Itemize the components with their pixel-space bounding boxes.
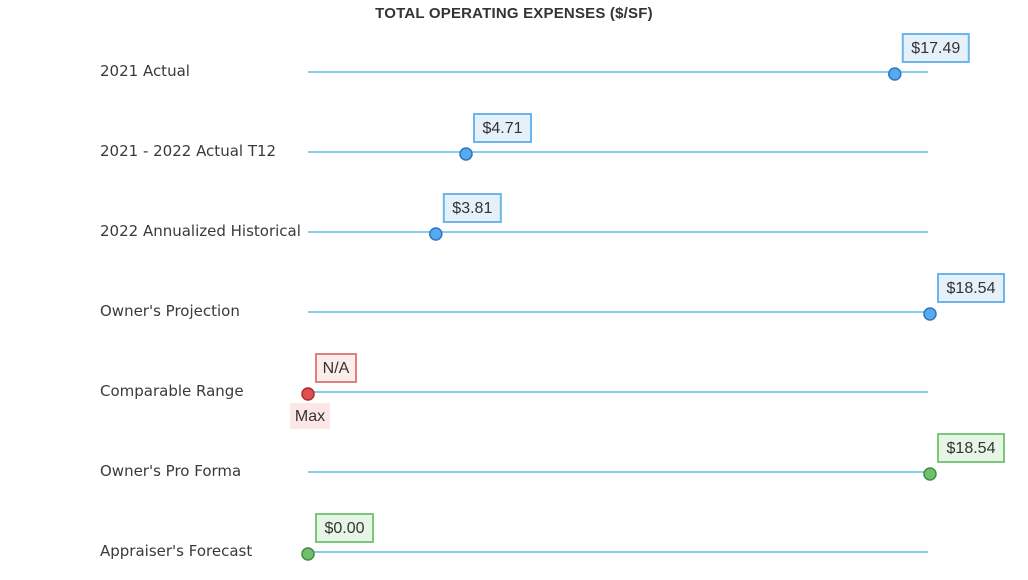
value-dot — [923, 307, 937, 321]
value-label-box — [315, 353, 357, 383]
value-dot — [888, 67, 902, 81]
value-dot — [301, 387, 315, 401]
row-label: Comparable Range — [100, 382, 244, 400]
chart-row: 2022 Annualized Historical $3.81 — [100, 193, 928, 241]
sublabel: Max — [295, 408, 325, 425]
value-label-box — [442, 193, 502, 223]
value-label: $18.54 — [947, 280, 996, 297]
row-label: 2021 Actual — [100, 62, 190, 80]
value-label-box — [315, 513, 374, 543]
value-label: $17.49 — [911, 40, 960, 57]
chart-row: 2021 - 2022 Actual T12 $4.71 — [100, 113, 928, 161]
chart-row: Comparable Range N/A Max — [100, 353, 928, 429]
row-label: 2021 - 2022 Actual T12 — [100, 142, 276, 160]
value-label-box — [937, 433, 1005, 463]
value-dot — [429, 227, 443, 241]
row-label: 2022 Annualized Historical — [100, 222, 301, 240]
chart-row: Owner's Projection $18.54 — [100, 273, 1005, 321]
chart-row: Appraiser's Forecast $0.00 — [100, 513, 928, 561]
value-label: $0.00 — [324, 520, 364, 537]
value-dot — [459, 147, 473, 161]
value-label-box — [473, 113, 533, 143]
chart-title: TOTAL OPERATING EXPENSES ($/SF) — [375, 5, 653, 22]
chart-row: Owner's Pro Forma $18.54 — [100, 433, 1005, 481]
sublabel-box — [290, 403, 330, 429]
value-label: $18.54 — [947, 440, 996, 457]
row-label: Appraiser's Forecast — [100, 542, 252, 560]
value-label: $3.81 — [452, 200, 492, 217]
chart-row: 2021 Actual $17.49 — [100, 33, 970, 81]
row-label: Owner's Projection — [100, 302, 240, 320]
value-label-box — [937, 273, 1005, 303]
value-label-box — [901, 33, 970, 63]
value-label: N/A — [323, 360, 350, 377]
value-label: $4.71 — [482, 120, 522, 137]
row-label: Owner's Pro Forma — [100, 462, 241, 480]
value-dot — [301, 547, 315, 561]
value-dot — [923, 467, 937, 481]
